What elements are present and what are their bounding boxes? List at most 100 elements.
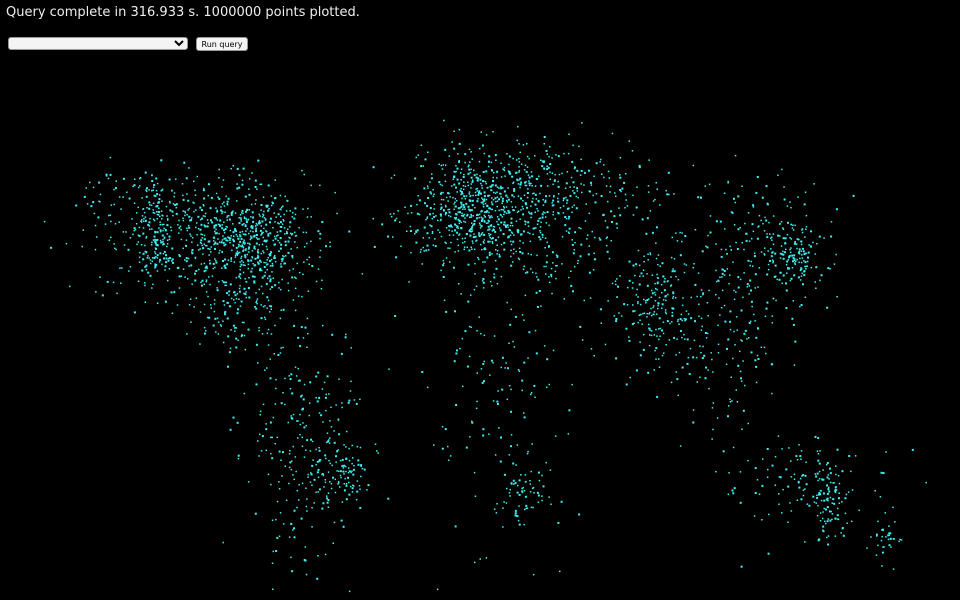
- point: [804, 474, 807, 477]
- point: [532, 486, 535, 489]
- point: [191, 237, 194, 239]
- point: [487, 186, 489, 189]
- point: [118, 221, 120, 223]
- point: [468, 325, 471, 328]
- point: [166, 215, 168, 217]
- point: [184, 276, 186, 278]
- point: [351, 487, 354, 490]
- point: [182, 198, 185, 201]
- point: [313, 478, 316, 481]
- point: [195, 226, 197, 229]
- point: [154, 252, 157, 255]
- point: [616, 296, 618, 298]
- point: [83, 195, 86, 198]
- point: [294, 241, 296, 243]
- point: [801, 228, 804, 230]
- point: [215, 224, 218, 227]
- point: [565, 196, 567, 199]
- point: [163, 223, 165, 226]
- point: [483, 239, 486, 241]
- point: [166, 245, 168, 248]
- point: [241, 179, 244, 182]
- point: [530, 506, 533, 509]
- point: [461, 337, 464, 340]
- point: [539, 230, 541, 232]
- point: [297, 336, 300, 339]
- point: [248, 193, 251, 196]
- point: [453, 170, 455, 173]
- point: [507, 198, 510, 201]
- point: [270, 333, 273, 335]
- point: [787, 521, 789, 523]
- point: [539, 217, 542, 219]
- point: [829, 472, 832, 475]
- point: [748, 322, 751, 324]
- point: [447, 192, 450, 195]
- point: [278, 488, 281, 490]
- point: [572, 181, 575, 184]
- point: [536, 223, 539, 225]
- point: [258, 223, 261, 225]
- point: [618, 312, 620, 314]
- point: [511, 224, 514, 227]
- point: [522, 213, 525, 216]
- point: [336, 450, 339, 453]
- point: [207, 222, 210, 224]
- point: [671, 321, 673, 323]
- point: [489, 224, 492, 227]
- point: [329, 437, 331, 439]
- point: [549, 281, 551, 284]
- point: [733, 197, 735, 200]
- point: [482, 206, 485, 208]
- point: [286, 232, 288, 235]
- point: [549, 469, 552, 471]
- point: [251, 267, 253, 270]
- point: [460, 214, 463, 217]
- point: [537, 219, 540, 222]
- point: [790, 247, 792, 249]
- point: [715, 269, 717, 272]
- point: [739, 370, 742, 373]
- point: [255, 225, 257, 227]
- point: [484, 202, 487, 205]
- point: [735, 241, 737, 244]
- point: [213, 226, 216, 229]
- point: [500, 366, 502, 369]
- point: [256, 224, 259, 226]
- point: [155, 210, 158, 213]
- point: [219, 249, 221, 252]
- point: [545, 222, 548, 224]
- point: [888, 532, 890, 534]
- point: [254, 248, 256, 250]
- point: [331, 333, 334, 336]
- point: [671, 270, 674, 273]
- point: [666, 193, 669, 196]
- point: [343, 483, 345, 485]
- point: [573, 186, 575, 188]
- point: [244, 254, 247, 257]
- point: [804, 261, 807, 264]
- point: [271, 202, 274, 205]
- point: [654, 294, 657, 296]
- point: [506, 398, 509, 401]
- point: [138, 261, 141, 263]
- point: [744, 329, 747, 332]
- point: [799, 279, 802, 281]
- point: [255, 242, 258, 245]
- point: [656, 188, 658, 190]
- point: [101, 294, 104, 297]
- point: [509, 495, 511, 497]
- point: [455, 186, 457, 189]
- run-query-button[interactable]: Run query: [196, 37, 248, 51]
- point: [141, 215, 144, 217]
- point: [352, 457, 354, 459]
- point: [381, 223, 384, 226]
- query-select[interactable]: [8, 37, 188, 50]
- point: [649, 252, 651, 254]
- point: [242, 247, 245, 249]
- point: [790, 238, 793, 240]
- point: [324, 454, 327, 457]
- point: [620, 190, 622, 193]
- point: [145, 195, 148, 198]
- point: [595, 193, 598, 195]
